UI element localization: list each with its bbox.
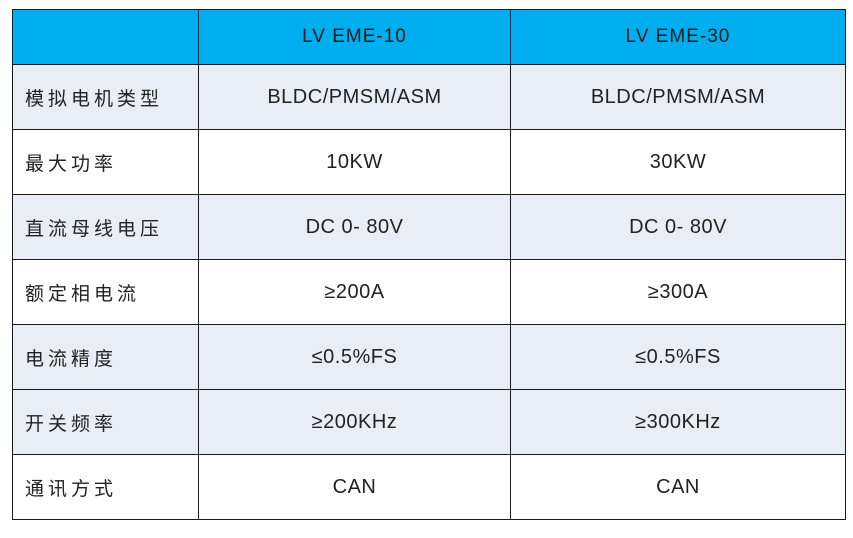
row-label-cell: 模拟电机类型 — [12, 64, 199, 130]
value-cell: ≤0.5%FS — [510, 324, 846, 390]
row-label-cell: 直流母线电压 — [12, 194, 199, 260]
table-row: 直流母线电压 DC 0- 80V DC 0- 80V — [12, 194, 846, 260]
spec-table-container: LV EME-10 LV EME-30 模拟电机类型 BLDC/PMSM/ASM BL… — [12, 9, 846, 520]
header-cell-model: LV EME-30 — [510, 9, 846, 65]
spec-table-body: 模拟电机类型 BLDC/PMSM/ASM BLDC/PMSM/ASM 最大功率 10KW… — [12, 64, 846, 520]
value-cell: CAN — [510, 454, 846, 520]
row-label-cell: 最大功率 — [12, 129, 199, 195]
table-row: 开关频率 ≥200KHz ≥300KHz — [12, 389, 846, 455]
row-label-cell: 通讯方式 — [12, 454, 199, 520]
row-label-cell: 电流精度 — [12, 324, 199, 390]
row-label-cell: 开关频率 — [12, 389, 199, 455]
value-cell: 30KW — [510, 129, 846, 195]
value-cell: ≥200A — [198, 259, 511, 325]
row-label-cell: 额定相电流 — [12, 259, 199, 325]
value-cell: ≤0.5%FS — [198, 324, 511, 390]
value-cell: DC 0- 80V — [510, 194, 846, 260]
value-cell: 10KW — [198, 129, 511, 195]
value-cell: ≥300A — [510, 259, 846, 325]
value-cell: BLDC/PMSM/ASM — [510, 64, 846, 130]
value-cell: ≥300KHz — [510, 389, 846, 455]
header-row: LV EME-10 LV EME-30 — [12, 9, 846, 65]
table-row: 模拟电机类型 BLDC/PMSM/ASM BLDC/PMSM/ASM — [12, 64, 846, 130]
table-row: 最大功率 10KW 30KW — [12, 129, 846, 195]
value-cell: ≥200KHz — [198, 389, 511, 455]
value-cell: CAN — [198, 454, 511, 520]
table-row: 额定相电流 ≥200A ≥300A — [12, 259, 846, 325]
header-cell-empty — [12, 9, 199, 65]
table-row: 通讯方式 CAN CAN — [12, 454, 846, 520]
spec-comparison-table: LV EME-10 LV EME-30 模拟电机类型 BLDC/PMSM/ASM BL… — [12, 9, 846, 520]
value-cell: DC 0- 80V — [198, 194, 511, 260]
header-cell-model: LV EME-10 — [198, 9, 511, 65]
value-cell: BLDC/PMSM/ASM — [198, 64, 511, 130]
table-row: 电流精度 ≤0.5%FS ≤0.5%FS — [12, 324, 846, 390]
